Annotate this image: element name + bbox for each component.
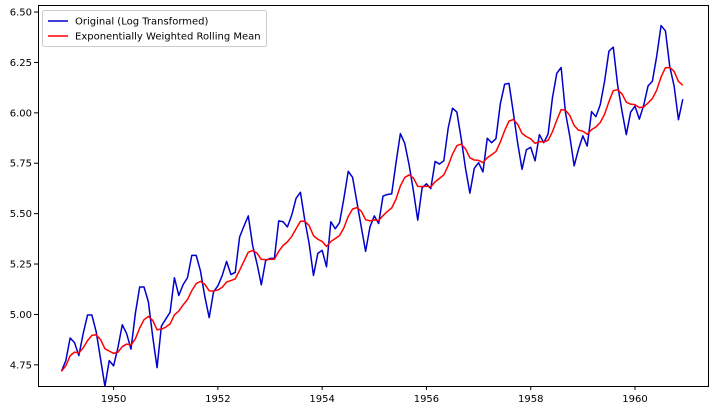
y-tick-label: 5.00	[10, 310, 32, 321]
y-tick-label: 6.50	[10, 8, 32, 19]
x-tick-label: 1960	[622, 394, 647, 405]
y-tick-label: 5.50	[10, 209, 32, 220]
x-tick-label: 1952	[205, 394, 230, 405]
y-tick-label: 4.75	[10, 360, 32, 371]
legend-box	[42, 10, 267, 47]
y-tick-label: 6.25	[10, 58, 32, 69]
x-axis: 1950 1952 1954 1956 1958 1960	[101, 386, 648, 405]
y-tick-label: 6.00	[10, 108, 32, 119]
x-tick-label: 1958	[518, 394, 543, 405]
legend-label-ewma: Exponentially Weighted Rolling Mean	[75, 32, 261, 43]
x-tick-label: 1956	[414, 394, 439, 405]
y-axis: 4.75 5.00 5.25 5.50 5.75 6.00 6.25 6.50	[10, 8, 38, 371]
x-tick-label: 1954	[309, 394, 334, 405]
y-tick-label: 5.25	[10, 260, 32, 271]
legend: Original (Log Transformed) Exponentially …	[42, 10, 267, 47]
series-line-ewma	[60, 66, 684, 372]
axes-frame	[38, 5, 709, 387]
legend-label-original: Original (Log Transformed)	[75, 17, 208, 28]
series-layer	[60, 24, 684, 387]
y-tick-label: 5.75	[10, 159, 32, 170]
series-line-original	[60, 24, 684, 387]
x-tick-label: 1950	[101, 394, 126, 405]
